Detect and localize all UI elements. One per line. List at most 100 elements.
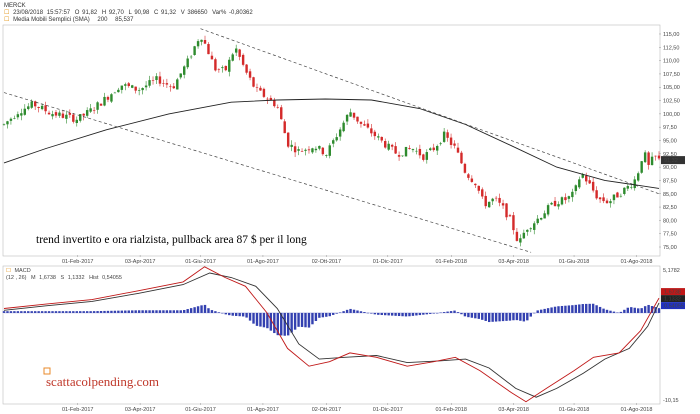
macd-hist-bar bbox=[578, 304, 581, 313]
macd-hist-bar bbox=[574, 304, 578, 313]
candle-body bbox=[630, 186, 633, 188]
candle-body bbox=[539, 218, 543, 220]
macd-hist-bar bbox=[162, 310, 165, 313]
macd-hist-bar bbox=[155, 310, 158, 313]
candle-body bbox=[189, 56, 193, 58]
candle-body bbox=[422, 154, 425, 160]
macd-hist-bar bbox=[418, 312, 422, 316]
candle-body bbox=[151, 80, 155, 81]
macd-hist-bar bbox=[89, 311, 92, 313]
macd-hist-bar bbox=[65, 311, 68, 313]
macd-value-tag-bg bbox=[661, 288, 685, 296]
candle-body bbox=[58, 112, 61, 116]
macd-x-tick-label: 01-Dic-2017 bbox=[373, 407, 403, 413]
candle-body bbox=[304, 149, 307, 151]
candle-body bbox=[377, 136, 380, 138]
macd-hist-bar bbox=[377, 312, 380, 315]
macd-hist-bar bbox=[543, 308, 546, 313]
macd-hist-bar bbox=[203, 304, 207, 313]
macd-value-tag: 1,6738 bbox=[664, 290, 681, 296]
candle-body bbox=[72, 114, 75, 122]
macd-hist-bar bbox=[588, 303, 591, 313]
candle-body bbox=[75, 119, 78, 124]
macd-hist-bar bbox=[68, 311, 72, 313]
candle-body bbox=[137, 90, 141, 91]
trendline bbox=[200, 28, 660, 195]
candle-body bbox=[99, 103, 103, 106]
macd-hist-bar bbox=[640, 308, 643, 313]
candle-body bbox=[27, 106, 30, 110]
hist-value-tag: 0,54055 bbox=[664, 304, 684, 310]
macd-hist-bar bbox=[27, 311, 30, 313]
candle-body bbox=[262, 88, 266, 97]
macd-hist-bar bbox=[487, 312, 491, 323]
candle-body bbox=[131, 85, 134, 88]
macd-hist-bar bbox=[442, 312, 446, 313]
candle-body bbox=[51, 114, 54, 117]
macd-hist-bar bbox=[266, 312, 269, 329]
macd-hist-bar bbox=[591, 303, 595, 313]
macd-hist-bar bbox=[51, 311, 54, 313]
macd-hist-bar bbox=[179, 310, 182, 313]
last-price-tag-bg bbox=[661, 156, 685, 165]
macd-hist-bar bbox=[269, 312, 273, 331]
candle-body bbox=[467, 174, 470, 178]
candle-body bbox=[356, 116, 359, 122]
macd-hist-bar bbox=[470, 312, 474, 318]
macd-hist-bar bbox=[522, 312, 526, 322]
macd-hist-bar bbox=[585, 303, 588, 313]
candle-body bbox=[481, 189, 484, 197]
candle-body bbox=[623, 187, 626, 194]
macd-hist-bar bbox=[169, 310, 172, 313]
candle-body bbox=[44, 105, 47, 112]
candle-body bbox=[505, 203, 508, 218]
candle-body bbox=[640, 161, 643, 173]
candle-body bbox=[20, 113, 23, 116]
macd-params: (12 , 26) bbox=[6, 275, 27, 281]
macd-hist-bar bbox=[231, 312, 234, 316]
open-label: O bbox=[75, 10, 80, 16]
candle-body bbox=[158, 76, 162, 84]
candle-body bbox=[571, 191, 574, 198]
candle-body bbox=[217, 69, 221, 71]
macd-y-tick-label: 5,1782 bbox=[663, 268, 680, 274]
candle-body bbox=[352, 112, 356, 118]
watermark: scattacolpending.com bbox=[43, 367, 159, 389]
quote-line: ☐ 23/08/2018 15:57:57 O 91,82 H 92,70 L … bbox=[4, 9, 253, 16]
macd-hist-bar bbox=[172, 310, 176, 313]
candle-body bbox=[460, 152, 463, 164]
macd-hist-bar bbox=[557, 306, 560, 313]
varpct-value: -0,80362 bbox=[229, 10, 253, 16]
price-x-tick-label: 02-Ott-2017 bbox=[312, 259, 341, 265]
candle-body bbox=[196, 41, 200, 47]
macd-hist-bar bbox=[293, 312, 297, 330]
candle-body bbox=[241, 54, 245, 65]
candle-body bbox=[79, 114, 82, 121]
candle-body bbox=[342, 122, 345, 132]
candle-body bbox=[155, 76, 158, 81]
macd-m-value: 1,6738 bbox=[39, 275, 56, 281]
candle-body bbox=[366, 123, 370, 128]
price-x-tick-label: 03-Apr-2018 bbox=[498, 259, 529, 265]
macd-hist-bar bbox=[605, 309, 609, 313]
candle-body bbox=[578, 179, 581, 188]
macd-hist-bar bbox=[619, 311, 623, 313]
macd-hist-bar bbox=[9, 311, 13, 313]
macd-hist-bar bbox=[228, 312, 231, 316]
price-panel: 75,00 77,50 80,00 82,50 85,00 87,50 90,00 92,50… bbox=[2, 24, 685, 265]
macd-hist-bar bbox=[626, 307, 630, 313]
candle-body bbox=[325, 155, 328, 156]
last-price-tag-text: 91,32 bbox=[664, 158, 678, 164]
candle-body bbox=[85, 110, 89, 116]
candle-body bbox=[453, 143, 456, 146]
macd-y-tick-label: -10,15 bbox=[663, 398, 679, 404]
macd-hist-bar bbox=[283, 312, 286, 336]
candle-body bbox=[127, 83, 130, 87]
macd-hist-bar bbox=[595, 305, 598, 313]
candle-body bbox=[40, 105, 44, 110]
candle-body bbox=[394, 146, 397, 154]
macd-hist-bar bbox=[401, 312, 404, 317]
candle-body bbox=[13, 118, 16, 119]
price-x-tick-label: 01-Ago-2017 bbox=[247, 259, 279, 265]
